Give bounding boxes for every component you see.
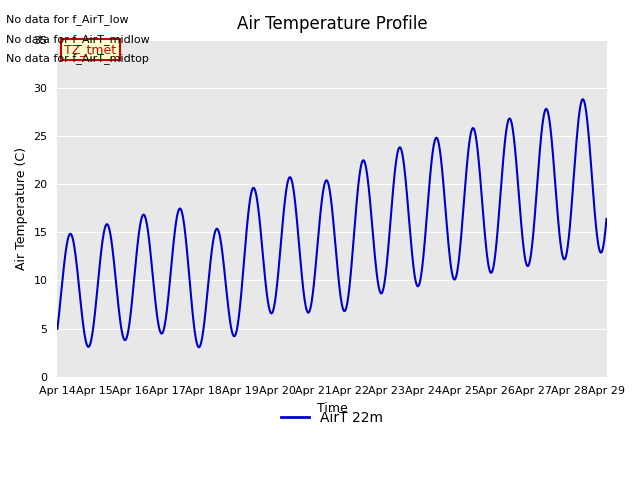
Text: No data for f_AirT_midlow: No data for f_AirT_midlow [6,34,150,45]
AirT 22m [287,175,294,181]
Text: No data for f_AirT_midtop: No data for f_AirT_midtop [6,53,149,64]
AirT 22m [195,344,203,350]
AirT 22m [308,297,316,302]
Text: TZ_tmet: TZ_tmet [65,43,116,56]
AirT 22m [298,275,306,281]
AirT 22m [579,96,586,102]
Title: Air Temperature Profile: Air Temperature Profile [237,15,428,33]
Y-axis label: Air Temperature (C): Air Temperature (C) [15,147,28,270]
AirT 22m [603,216,611,222]
Line: AirT 22m: AirT 22m [58,99,607,347]
AirT 22m [96,261,104,266]
AirT 22m [366,200,374,206]
Legend: AirT 22m: AirT 22m [275,405,388,430]
AirT 22m [54,326,61,332]
Text: No data for f_AirT_low: No data for f_AirT_low [6,14,129,25]
AirT 22m [118,331,126,336]
X-axis label: Time: Time [317,402,348,415]
